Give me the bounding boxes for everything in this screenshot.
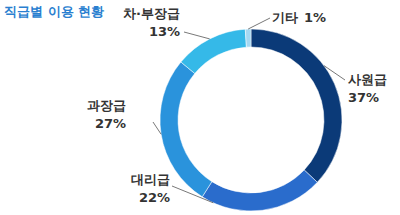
slice — [202, 170, 317, 211]
value-label: 22% — [139, 190, 170, 205]
slice — [245, 29, 251, 47]
value-label: 1% — [304, 10, 326, 25]
chart: 직급별 이용 현황사원급 37% 대리급 22% 과장급 27% 차·부장급 13% 기타 1% — [0, 0, 400, 215]
slice — [181, 29, 247, 73]
leader-line — [184, 32, 210, 39]
leader-line — [153, 122, 161, 134]
leader-line — [172, 186, 213, 203]
category-label: 기타 — [272, 10, 298, 25]
value-label: 37% — [348, 90, 379, 105]
title: 직급별 이용 현황 — [4, 4, 104, 19]
value-label: 13% — [149, 24, 180, 39]
leader-line — [324, 66, 345, 80]
leader-line — [248, 18, 270, 29]
slices — [160, 29, 342, 211]
category-label: 과장급 — [87, 98, 126, 113]
labels: 사원급 37% 대리급 22% 과장급 27% 차·부장급 13% 기타 1% — [87, 6, 387, 205]
value-label: 27% — [95, 116, 126, 131]
category-label: 대리급 — [131, 172, 170, 187]
category-label: 사원급 — [348, 72, 387, 87]
slice — [251, 29, 342, 182]
category-label: 차·부장급 — [123, 6, 180, 21]
